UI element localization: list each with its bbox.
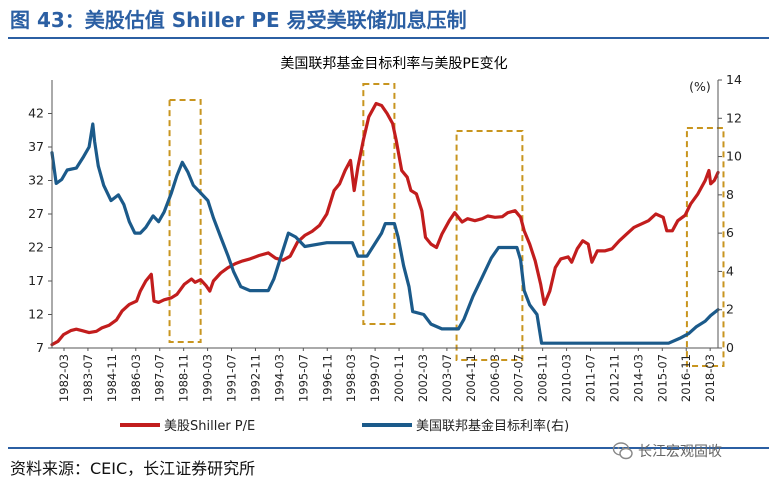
x-tick-label: 2000-11 <box>392 354 406 402</box>
x-tick-label: 2016-11 <box>679 354 693 402</box>
x-tick-label: 2011-07 <box>584 354 598 402</box>
left-tick-label: 7 <box>36 340 44 355</box>
x-tick-label: 1984-11 <box>105 354 119 402</box>
right-tick-label: 12 <box>726 110 742 125</box>
wechat-icon <box>612 442 633 460</box>
x-tick-label: 1996-11 <box>320 354 334 402</box>
right-tick-label: 0 <box>726 340 734 355</box>
left-tick-label: 42 <box>28 106 44 121</box>
x-tick-label: 1982-03 <box>57 354 71 402</box>
right-tick-label: 8 <box>726 187 734 202</box>
right-tick-label: 14 <box>726 72 742 87</box>
series-line-shiller-pe <box>50 101 720 347</box>
x-tick-label: 1998-03 <box>344 354 358 402</box>
right-tick-label: 6 <box>726 225 734 240</box>
x-tick-label: 1986-03 <box>129 354 143 402</box>
title-divider <box>8 37 769 39</box>
x-tick-label: 2003-07 <box>440 354 454 402</box>
figure-title: 图 43：美股估值 Shiller PE 易受美联储加息压制 <box>10 8 467 32</box>
x-tick-label: 1990-03 <box>201 354 215 402</box>
x-tick-label: 1992-11 <box>248 354 262 402</box>
x-tick-label: 1987-07 <box>153 354 167 402</box>
series-line-fed-funds-rate <box>50 122 720 345</box>
legend-label-rate: 美国联邦基金目标利率(右) <box>416 418 569 434</box>
right-tick-label: 10 <box>726 149 742 164</box>
x-tick-label: 1983-07 <box>81 354 95 402</box>
x-tick-label: 1995-07 <box>296 354 310 402</box>
x-tick-label: 2015-07 <box>655 354 669 402</box>
x-tick-label: 1994-03 <box>272 354 286 402</box>
left-tick-label: 12 <box>28 307 44 322</box>
source-note: 资料来源：CEIC，长江证券研究所 <box>10 459 256 478</box>
right-tick-label: 2 <box>726 302 734 317</box>
left-tick-label: 32 <box>28 173 44 188</box>
tightening-period-box <box>168 99 202 343</box>
x-tick-label: 2010-03 <box>560 354 574 402</box>
x-tick-label: 1999-07 <box>368 354 382 402</box>
chart-title: 美国联邦基金目标利率与美股PE变化 <box>280 55 507 72</box>
legend-label-pe: 美股Shiller P/E <box>164 419 255 434</box>
left-tick-label: 17 <box>28 273 44 288</box>
x-tick-label: 2006-03 <box>488 354 502 402</box>
right-tick-label: 4 <box>726 263 734 278</box>
right-axis-unit: (%) <box>689 79 711 94</box>
left-tick-label: 27 <box>28 206 44 221</box>
x-tick-label: 2018-03 <box>703 354 717 402</box>
x-tick-label: 2008-11 <box>536 354 550 402</box>
left-tick-label: 22 <box>28 240 44 255</box>
watermark: 长江宏观固收 <box>612 440 722 462</box>
x-tick-label: 2012-11 <box>607 354 621 402</box>
tightening-period-box <box>362 83 396 325</box>
tightening-period-box <box>455 130 524 361</box>
x-tick-label: 2002-03 <box>416 354 430 402</box>
x-tick-label: 1991-07 <box>225 354 239 402</box>
tightening-period-box <box>685 127 725 367</box>
footer-divider <box>8 447 769 449</box>
left-tick-label: 37 <box>28 139 44 154</box>
x-tick-label: 2004-11 <box>464 354 478 402</box>
x-tick-label: 2007-07 <box>512 354 526 402</box>
watermark-text: 长江宏观固收 <box>638 444 722 460</box>
x-tick-label: 2014-03 <box>631 354 645 402</box>
x-tick-label: 1988-11 <box>177 354 191 402</box>
